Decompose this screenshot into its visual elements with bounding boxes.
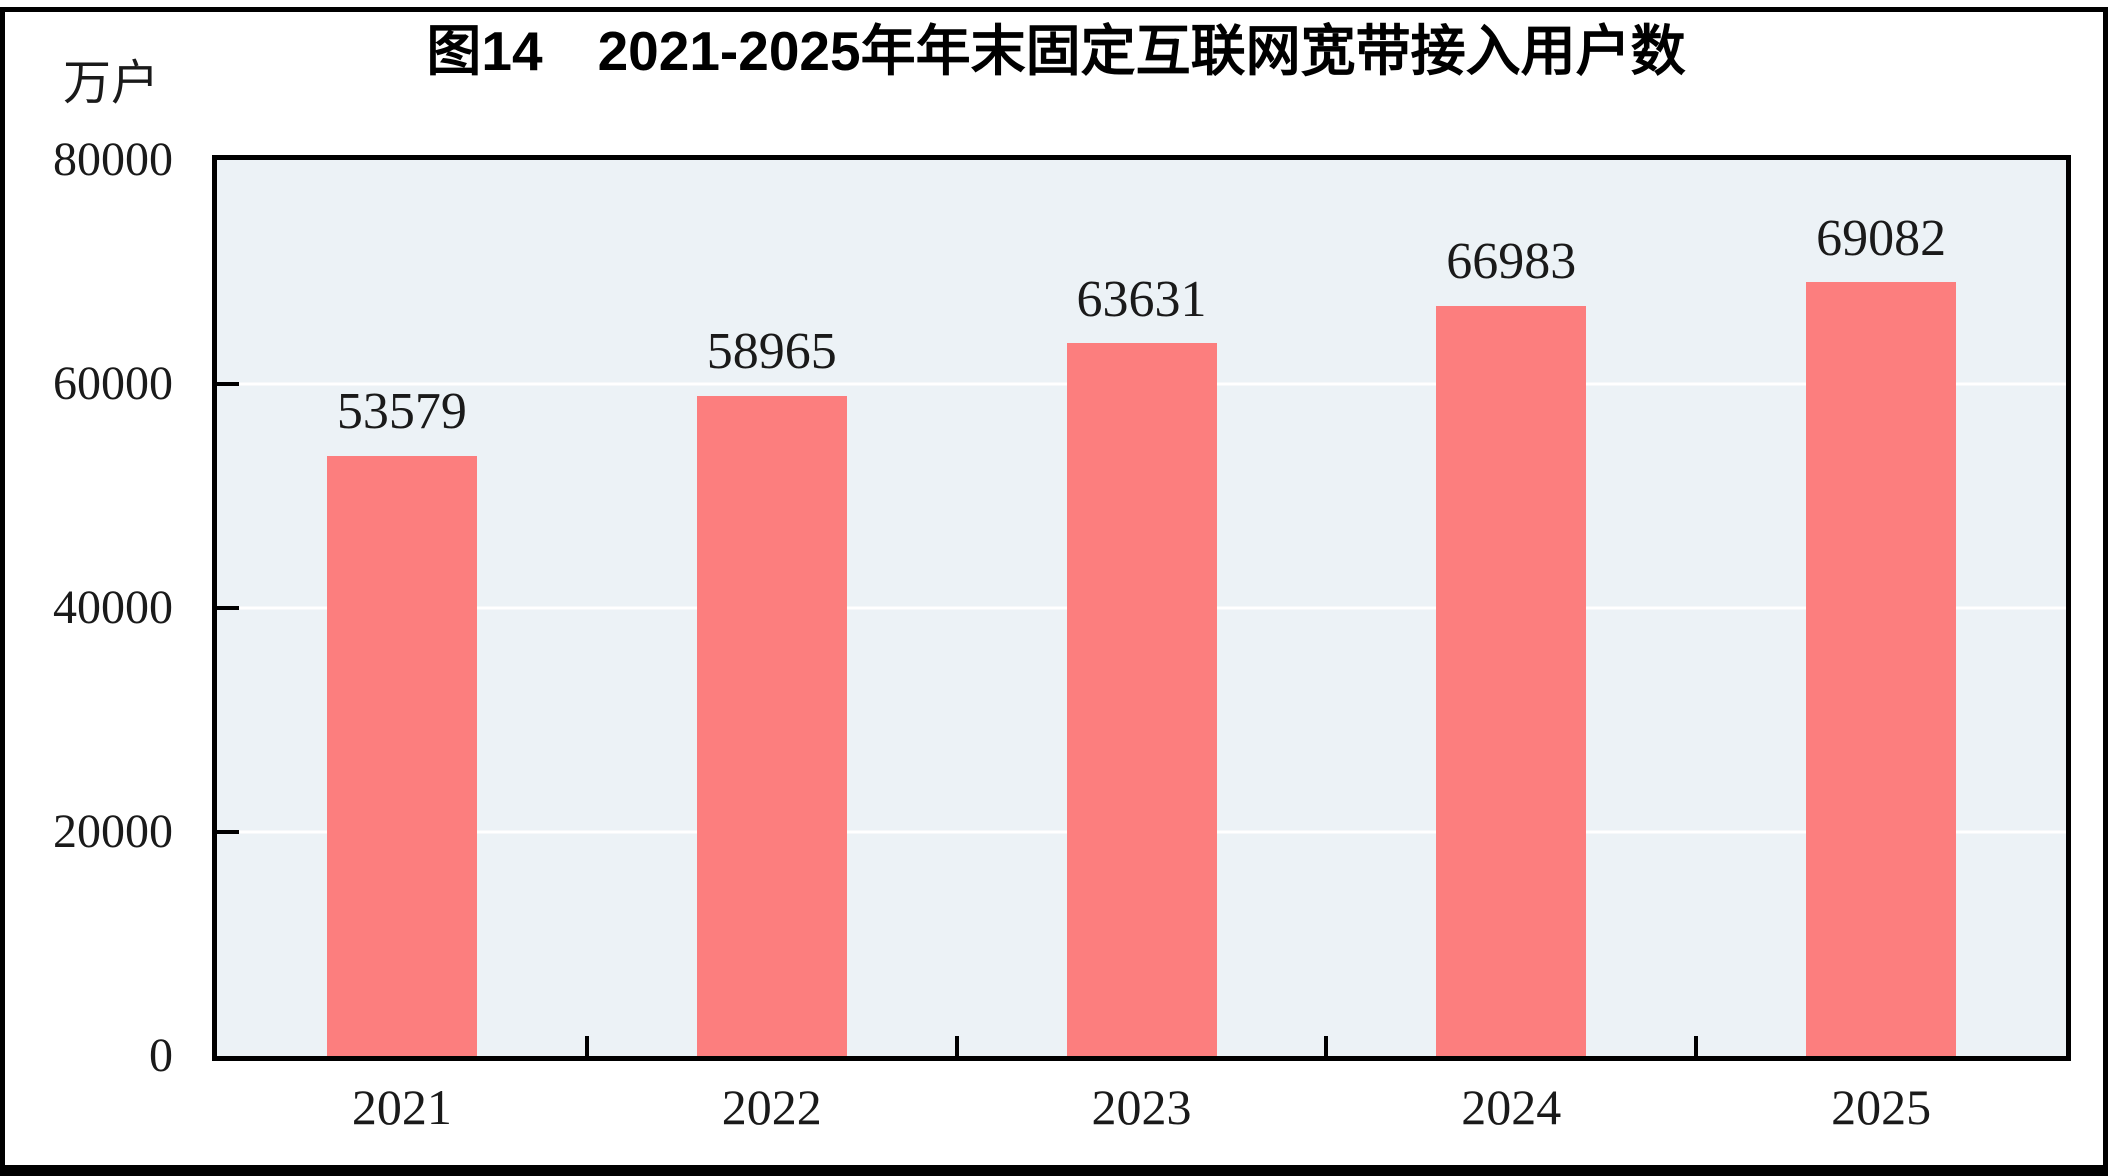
y-tick-label: 20000 bbox=[53, 805, 173, 858]
x-tick-label: 2023 bbox=[1091, 1079, 1192, 1135]
bar-value-label: 66983 bbox=[1446, 233, 1577, 291]
bar-2024 bbox=[1436, 305, 1587, 1056]
x-tick-label: 2025 bbox=[1831, 1079, 1932, 1135]
x-tick-mark bbox=[1324, 1036, 1329, 1056]
x-tick-label: 2024 bbox=[1461, 1079, 1562, 1135]
y-tick-label: 40000 bbox=[53, 581, 173, 634]
x-tick-label: 2022 bbox=[721, 1079, 822, 1135]
bar-2021 bbox=[326, 455, 477, 1056]
y-tick-label: 80000 bbox=[53, 133, 173, 186]
x-tick-mark bbox=[1694, 1036, 1699, 1056]
x-tick-label: 2021 bbox=[351, 1079, 452, 1135]
y-tick-mark bbox=[217, 606, 239, 610]
x-axis-labels-row: 2021 2022 2023 2024 2025 bbox=[217, 1080, 2066, 1140]
y-tick-label: 60000 bbox=[53, 357, 173, 410]
y-axis-unit-label: 万户 bbox=[63, 57, 160, 110]
chart-title: 图14 2021-2025年年末固定互联网宽带接入用户数 bbox=[426, 20, 1686, 82]
bar-2025 bbox=[1806, 282, 1957, 1056]
x-tick-mark bbox=[584, 1036, 589, 1056]
x-tick-mark bbox=[954, 1036, 959, 1056]
bar-2023 bbox=[1066, 343, 1217, 1056]
plot-area: 53579 58965 63631 66983 69082 bbox=[212, 155, 2071, 1061]
bar-value-label: 69082 bbox=[1816, 209, 1947, 267]
y-tick-mark bbox=[217, 830, 239, 834]
bar-value-label: 63631 bbox=[1076, 270, 1207, 328]
y-tick-mark bbox=[217, 382, 239, 386]
bar-2022 bbox=[696, 395, 847, 1056]
bar-value-label: 53579 bbox=[336, 383, 467, 441]
y-tick-label: 0 bbox=[149, 1029, 173, 1082]
bar-value-label: 58965 bbox=[706, 323, 837, 380]
